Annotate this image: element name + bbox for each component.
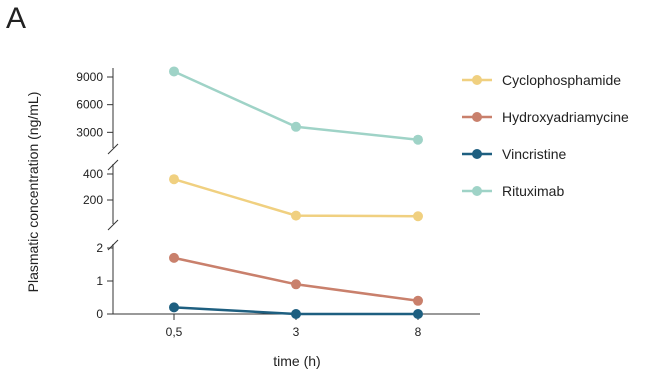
data-point — [169, 302, 179, 312]
y-tick-label: 200 — [83, 193, 103, 207]
data-point — [413, 135, 423, 145]
data-point — [413, 309, 423, 319]
x-tick-label: 8 — [415, 325, 422, 339]
data-point — [291, 211, 301, 221]
y-tick-label: 9000 — [76, 70, 103, 84]
chart-series — [169, 66, 423, 319]
legend-label: Hydroxyadriamycine — [502, 109, 629, 125]
y-tick-label: 400 — [83, 167, 103, 181]
legend-marker — [472, 186, 482, 196]
data-point — [169, 253, 179, 263]
data-point — [291, 122, 301, 132]
legend-label: Rituximab — [502, 183, 564, 199]
data-point — [291, 309, 301, 319]
x-tick-label: 0,5 — [166, 325, 183, 339]
y-axis-title: Plasmatic concentration (ng/mL) — [25, 92, 41, 293]
data-point — [169, 66, 179, 76]
y-tick-label: 6000 — [76, 98, 103, 112]
legend-label: Cyclophosphamide — [502, 72, 621, 88]
legend-marker — [472, 149, 482, 159]
data-point — [413, 211, 423, 221]
x-axis-title: time (h) — [273, 353, 320, 369]
legend-marker — [472, 75, 482, 85]
y-tick-label: 2 — [96, 241, 103, 255]
y-tick-label: 3000 — [76, 125, 103, 139]
data-point — [291, 279, 301, 289]
legend-marker — [472, 112, 482, 122]
y-tick-label: 1 — [96, 274, 103, 288]
x-tick-label: 3 — [293, 325, 300, 339]
data-point — [413, 296, 423, 306]
legend-label: Vincristine — [502, 146, 567, 162]
y-tick-label: 0 — [96, 307, 103, 321]
chart-legend: Cyclophosphamide Hydroxyadriamycine Vincri… — [462, 72, 629, 199]
data-point — [169, 174, 179, 184]
